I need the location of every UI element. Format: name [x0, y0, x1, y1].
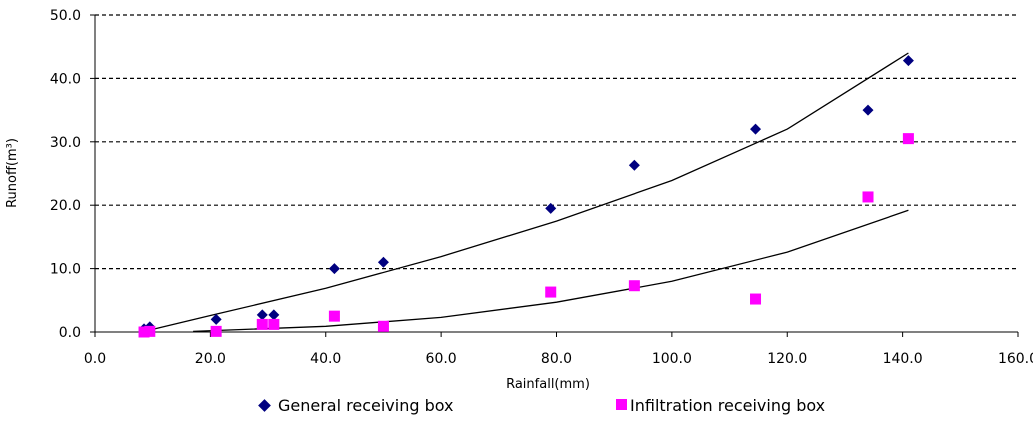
y-axis-title: Runoff(m³) [5, 138, 20, 208]
y-tick-label: 40.0 [50, 71, 81, 87]
x-tick-label: 80.0 [541, 351, 572, 367]
x-tick-label: 0.0 [84, 351, 106, 367]
x-tick-label: 20.0 [195, 351, 226, 367]
x-tick-label: 40.0 [310, 351, 341, 367]
x-tick-label: 120.0 [767, 351, 807, 367]
trendline-1 [193, 209, 909, 333]
x-tick-label: 100.0 [652, 351, 692, 367]
x-tick-label: 160.0 [998, 351, 1033, 367]
data-point-general [862, 104, 874, 116]
x-tick-label: 140.0 [883, 351, 923, 367]
axes [90, 14, 1019, 337]
data-point-general [545, 202, 557, 214]
data-point-infiltration [545, 286, 557, 298]
legend-item-infiltration: Infiltration receiving box [616, 396, 825, 415]
data-point-general [328, 263, 340, 275]
y-tick-label: 20.0 [50, 198, 81, 214]
data-point-infiltration [902, 133, 914, 145]
y-tick-label: 50.0 [50, 8, 81, 24]
data-point-general [902, 55, 914, 67]
legend-item-general: General receiving box [258, 396, 454, 415]
legend: General receiving box Infiltration recei… [258, 396, 825, 415]
data-point-general [628, 159, 640, 171]
x-tick-label: 60.0 [426, 351, 457, 367]
data-point-infiltration [862, 191, 874, 203]
data-point-infiltration [328, 310, 340, 322]
data-point-infiltration [210, 325, 222, 337]
data-point-infiltration [628, 280, 640, 292]
y-tick-label: 0.0 [59, 325, 81, 341]
x-axis-title: Rainfall(mm) [506, 377, 590, 392]
data-point-infiltration [144, 325, 156, 337]
x-tick-labels: 0.0 20.0 40.0 60.0 80.0 100.0 120.0 140.0 160.0 [84, 351, 1033, 367]
legend-square-marker [616, 399, 627, 410]
gridlines [95, 14, 1018, 270]
y-tick-label: 10.0 [50, 262, 81, 278]
y-tick-label: 30.0 [50, 135, 81, 151]
data-points [138, 55, 914, 338]
trendline-0 [146, 52, 909, 332]
data-point-general [750, 123, 762, 135]
legend-label-general: General receiving box [278, 396, 454, 415]
data-point-infiltration [268, 318, 280, 330]
data-point-general [210, 313, 222, 325]
data-point-infiltration [377, 320, 389, 332]
legend-label-infiltration: Infiltration receiving box [630, 396, 825, 415]
data-point-infiltration [256, 318, 268, 330]
data-point-infiltration [138, 326, 150, 338]
data-point-infiltration [750, 293, 762, 305]
data-point-general [268, 309, 280, 321]
data-point-general [377, 256, 389, 268]
trendlines [146, 52, 909, 333]
legend-diamond-marker [258, 399, 271, 412]
data-point-general [256, 309, 268, 321]
y-tick-labels: 0.0 10.0 20.0 30.0 40.0 50.0 [50, 8, 81, 341]
